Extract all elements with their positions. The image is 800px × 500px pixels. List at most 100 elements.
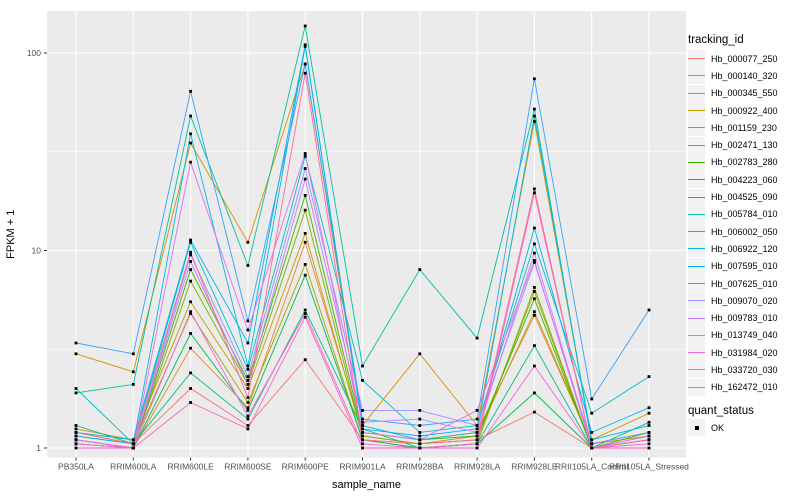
data-point bbox=[647, 434, 651, 438]
legend-key bbox=[688, 361, 705, 379]
data-point bbox=[418, 268, 422, 271]
legend-key bbox=[688, 223, 705, 241]
data-point bbox=[303, 167, 307, 170]
legend-key-line bbox=[688, 248, 705, 250]
data-point bbox=[246, 240, 250, 244]
data-point bbox=[303, 232, 307, 235]
data-point bbox=[475, 424, 479, 427]
data-point bbox=[418, 442, 422, 446]
legend-key bbox=[688, 102, 705, 120]
legend-key-line bbox=[688, 161, 705, 163]
legend-key-line bbox=[688, 110, 705, 112]
legend-item: Hb_001159_230 bbox=[688, 119, 798, 137]
data-point bbox=[246, 328, 250, 332]
data-point bbox=[647, 375, 651, 378]
data-point bbox=[189, 114, 192, 118]
data-point bbox=[246, 341, 250, 345]
legend-item-label: Hb_000922_400 bbox=[711, 105, 778, 116]
legend-item-label: Hb_009070_020 bbox=[711, 295, 778, 306]
data-point bbox=[533, 290, 536, 293]
x-tick-label: PB350LA bbox=[58, 462, 94, 472]
data-point bbox=[189, 160, 192, 164]
data-point bbox=[189, 240, 192, 244]
data-point bbox=[303, 43, 307, 47]
legend-item-label: Hb_006922_120 bbox=[711, 243, 778, 254]
data-point bbox=[246, 264, 250, 267]
legend-key-point bbox=[694, 425, 699, 430]
data-point bbox=[475, 417, 479, 421]
x-tick-label: RRIM600LE bbox=[167, 462, 214, 472]
data-point bbox=[303, 240, 307, 244]
data-point bbox=[533, 313, 536, 317]
data-point bbox=[189, 312, 192, 315]
legend-key-line bbox=[688, 58, 705, 60]
legend-item-label: Hb_031984_020 bbox=[711, 347, 778, 358]
legend-key-line bbox=[688, 334, 705, 336]
legend-item: Hb_002471_130 bbox=[688, 136, 798, 154]
data-point bbox=[189, 89, 192, 93]
data-point bbox=[533, 114, 536, 118]
data-point bbox=[189, 346, 192, 350]
data-point bbox=[189, 300, 192, 304]
legend-key bbox=[688, 419, 705, 437]
legend-item: Hb_006002_050 bbox=[688, 223, 798, 241]
legend-item-quant: OK bbox=[688, 419, 798, 437]
legend-item: Hb_009783_010 bbox=[688, 309, 798, 327]
data-point bbox=[74, 391, 78, 395]
data-point bbox=[647, 308, 651, 312]
data-point bbox=[590, 438, 594, 442]
x-tick-label: RRII105LA_Control bbox=[555, 462, 629, 472]
legend-key-line bbox=[688, 300, 705, 302]
legend-key-line bbox=[688, 265, 705, 267]
x-tick-label: RRIM928LE bbox=[511, 462, 558, 472]
data-point bbox=[533, 310, 536, 314]
legend-key bbox=[688, 188, 705, 206]
data-point bbox=[246, 409, 250, 412]
legend-items-quant: OK bbox=[688, 419, 798, 437]
data-point bbox=[303, 62, 307, 66]
data-point bbox=[590, 446, 594, 450]
data-point bbox=[418, 409, 422, 412]
x-tick-label: RRIM928LA bbox=[454, 462, 501, 472]
legend-key bbox=[688, 136, 705, 154]
data-point bbox=[246, 383, 250, 386]
data-point bbox=[533, 226, 536, 230]
data-point bbox=[189, 253, 192, 257]
data-point bbox=[303, 273, 307, 277]
data-point bbox=[361, 446, 364, 450]
legend-item: Hb_009070_020 bbox=[688, 292, 798, 310]
y-tick-label: 100 bbox=[27, 48, 41, 58]
legend-item-label: Hb_002783_280 bbox=[711, 157, 778, 168]
data-point bbox=[533, 364, 536, 368]
data-point bbox=[647, 431, 651, 434]
legend-key-line bbox=[688, 144, 705, 146]
data-point bbox=[131, 442, 135, 446]
legend-key-line bbox=[688, 283, 705, 284]
legend-key-line bbox=[688, 92, 705, 94]
legend-key bbox=[688, 171, 705, 189]
legend-key bbox=[688, 67, 705, 85]
legend-item: Hb_007595_010 bbox=[688, 257, 798, 275]
data-point bbox=[533, 187, 536, 191]
data-point bbox=[303, 312, 307, 315]
legend-item-label: Hb_004525_090 bbox=[711, 192, 778, 203]
legend-item: Hb_033720_030 bbox=[688, 361, 798, 379]
data-point bbox=[418, 446, 422, 450]
data-point bbox=[303, 45, 307, 48]
data-point bbox=[533, 297, 536, 301]
data-point bbox=[475, 438, 479, 442]
data-point bbox=[533, 107, 536, 111]
data-point bbox=[418, 431, 422, 434]
legend-title-tracking-id: tracking_id bbox=[688, 34, 744, 46]
data-point bbox=[303, 152, 307, 155]
data-point bbox=[74, 427, 78, 431]
data-point bbox=[303, 177, 307, 181]
data-point bbox=[189, 141, 192, 145]
legend-key-line bbox=[688, 352, 705, 354]
data-point bbox=[303, 71, 307, 75]
y-tick-label: 10 bbox=[32, 246, 42, 256]
x-tick-label: RRII105LA_Stressed bbox=[609, 462, 689, 472]
data-point bbox=[361, 364, 364, 368]
legend-key-line bbox=[688, 196, 705, 198]
